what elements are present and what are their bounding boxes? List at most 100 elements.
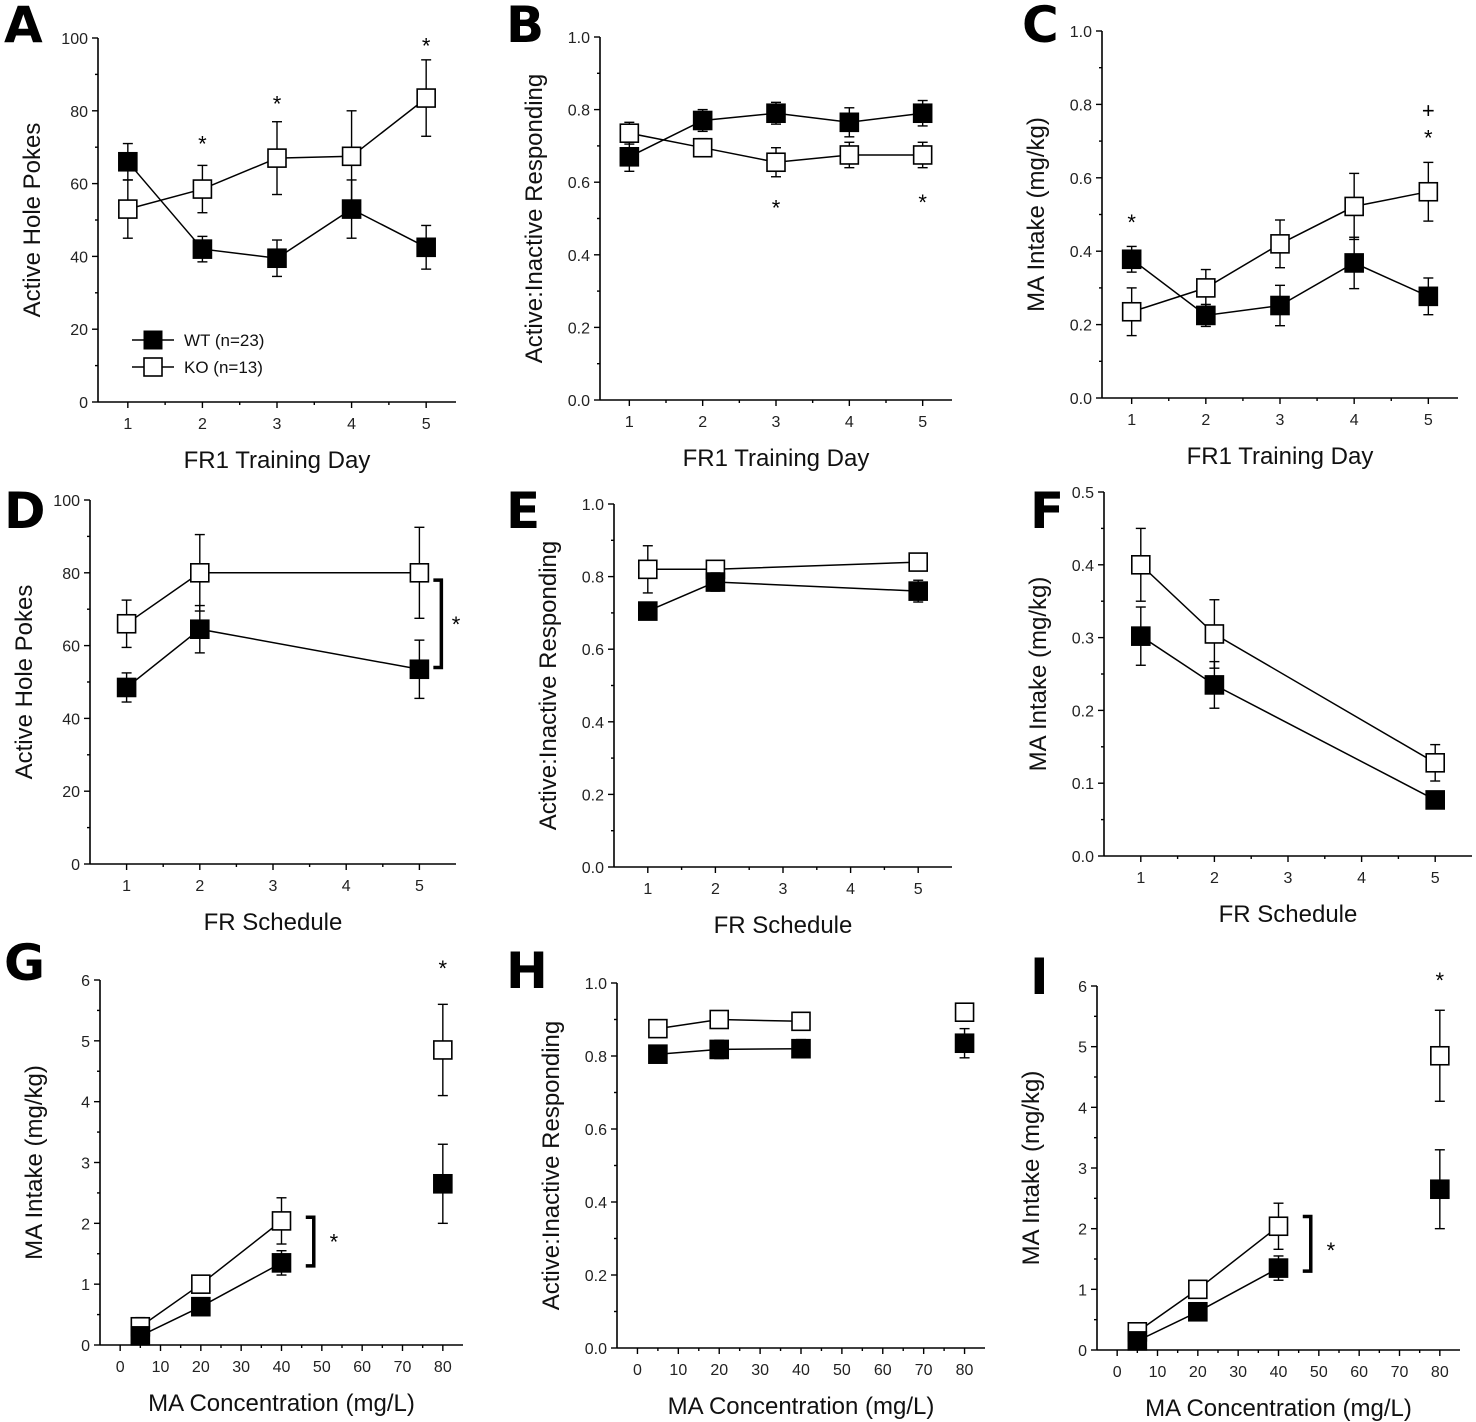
panel-letter-f: F bbox=[1030, 482, 1064, 540]
series-line-wt bbox=[647, 581, 919, 612]
series-line-wt bbox=[139, 1262, 282, 1337]
significance-marker: * bbox=[918, 190, 927, 215]
x-tick-label: 4 bbox=[347, 416, 356, 433]
y-tick-label: 0.2 bbox=[582, 787, 604, 804]
panel-letter-d: D bbox=[4, 482, 46, 540]
wt-data-point bbox=[341, 199, 362, 219]
x-tick-label: 70 bbox=[915, 1362, 933, 1379]
y-tick-label: 3 bbox=[1078, 1161, 1087, 1178]
x-tick-label: 50 bbox=[313, 1359, 331, 1376]
y-tick-label: 2 bbox=[1078, 1222, 1087, 1239]
y-tick-label: 60 bbox=[62, 639, 80, 656]
ko-data-point bbox=[791, 1011, 811, 1032]
panel-h: H 0.0 0.2 0.4 0.6 0.8 1.0 0 10 20 30 40 50 60 70 80 MA C… bbox=[506, 942, 985, 1420]
wt-data-point bbox=[190, 619, 210, 640]
x-axis-label: FR Schedule bbox=[1219, 901, 1358, 928]
y-tick-label: 0.0 bbox=[1070, 391, 1092, 408]
ko-data-point bbox=[1196, 278, 1216, 298]
series-line-wt bbox=[1140, 635, 1436, 801]
significance-bracket bbox=[1302, 1214, 1313, 1273]
x-tick-label: 4 bbox=[846, 881, 855, 898]
x-tick-label: 70 bbox=[1391, 1364, 1409, 1381]
ko-data-point bbox=[416, 88, 436, 108]
x-tick-label: 30 bbox=[1229, 1364, 1247, 1381]
significance-marker: + bbox=[1422, 98, 1435, 123]
ko-data-point bbox=[912, 145, 933, 165]
y-tick-label: 0.4 bbox=[1072, 558, 1094, 575]
x-tick-label: 10 bbox=[1149, 1364, 1167, 1381]
ko-data-point bbox=[709, 1009, 730, 1030]
wt-data-point bbox=[271, 1253, 292, 1273]
significance-marker: * bbox=[439, 956, 448, 981]
legend-ko-marker bbox=[143, 357, 163, 377]
y-tick-label: 0.4 bbox=[582, 715, 604, 732]
x-tick-label: 20 bbox=[192, 1359, 210, 1376]
wt-data-point bbox=[791, 1038, 811, 1059]
x-tick-label: 60 bbox=[353, 1359, 371, 1376]
wt-data-point bbox=[267, 248, 287, 269]
legend-wt-label: WT (n=23) bbox=[184, 331, 264, 350]
x-tick-label: 10 bbox=[152, 1359, 170, 1376]
x-axis-label: FR1 Training Day bbox=[1187, 443, 1374, 470]
x-tick-label: 4 bbox=[845, 414, 854, 431]
x-tick-label: 1 bbox=[625, 414, 634, 431]
significance-marker: * bbox=[422, 33, 431, 58]
x-tick-label: 2 bbox=[698, 414, 707, 431]
x-tick-label: 50 bbox=[1310, 1364, 1328, 1381]
wt-data-point bbox=[1425, 790, 1445, 810]
ko-data-point bbox=[1270, 234, 1290, 254]
y-axis-label: Active:Inactive Responding bbox=[521, 74, 548, 364]
wt-data-point bbox=[433, 1173, 453, 1194]
y-tick-label: 4 bbox=[1078, 1100, 1087, 1117]
wt-data-point bbox=[705, 572, 726, 592]
y-tick-label: 0.6 bbox=[568, 175, 590, 192]
x-tick-label: 0 bbox=[633, 1362, 642, 1379]
panel-letter-h: H bbox=[506, 942, 548, 1000]
wt-data-point bbox=[954, 1033, 975, 1054]
y-tick-label: 80 bbox=[70, 104, 88, 121]
y-tick-label: 0.1 bbox=[1072, 776, 1094, 793]
ko-data-point bbox=[1418, 181, 1439, 202]
wt-data-point bbox=[692, 110, 713, 131]
series-line-ko bbox=[126, 572, 420, 625]
significance-bracket bbox=[305, 1215, 316, 1268]
x-tick-label: 80 bbox=[1431, 1364, 1449, 1381]
y-tick-label: 0.8 bbox=[568, 103, 590, 120]
panel-b: B 0.0 0.2 0.4 0.6 0.8 1.0 1 2 3 4 5 FR1 Training Day… bbox=[506, 0, 952, 472]
x-axis-label: MA Concentration (mg/L) bbox=[668, 1393, 935, 1420]
y-tick-label: 0.0 bbox=[582, 860, 604, 877]
x-tick-label: 4 bbox=[342, 878, 351, 895]
significance-marker: * bbox=[772, 196, 781, 221]
x-tick-label: 3 bbox=[779, 881, 788, 898]
wt-data-point bbox=[766, 103, 786, 124]
y-tick-label: 0.3 bbox=[1072, 631, 1094, 648]
wt-data-point bbox=[1204, 675, 1225, 695]
y-axis-label: MA Intake (mg/kg) bbox=[1018, 1071, 1045, 1266]
significance-marker: * bbox=[1424, 125, 1433, 150]
x-tick-label: 30 bbox=[232, 1359, 250, 1376]
wt-data-point bbox=[1127, 1331, 1148, 1351]
x-tick-label: 3 bbox=[772, 414, 781, 431]
y-tick-label: 6 bbox=[81, 973, 90, 990]
x-tick-label: 5 bbox=[415, 878, 424, 895]
y-axis-label: Active:Inactive Responding bbox=[535, 541, 562, 831]
y-tick-label: 0.2 bbox=[568, 320, 590, 337]
x-axis-label: MA Concentration (mg/L) bbox=[148, 1390, 415, 1417]
panel-letter-g: G bbox=[4, 934, 45, 992]
y-axis-label: Active:Inactive Responding bbox=[538, 1021, 565, 1311]
y-tick-label: 100 bbox=[61, 31, 88, 48]
significance-marker: * bbox=[198, 132, 207, 157]
x-tick-label: 10 bbox=[669, 1362, 687, 1379]
ko-data-point bbox=[1425, 753, 1445, 773]
y-tick-label: 0 bbox=[81, 1338, 90, 1355]
wt-data-point bbox=[839, 112, 860, 133]
x-tick-label: 30 bbox=[751, 1362, 769, 1379]
ko-data-point bbox=[1268, 1216, 1289, 1237]
wt-data-point bbox=[1121, 249, 1142, 270]
wt-data-point bbox=[912, 103, 933, 124]
x-tick-label: 20 bbox=[710, 1362, 728, 1379]
wt-data-point bbox=[1188, 1301, 1208, 1322]
panel-letter-a: A bbox=[4, 0, 43, 54]
wt-data-point bbox=[648, 1044, 668, 1064]
y-tick-label: 0.6 bbox=[1070, 171, 1092, 188]
